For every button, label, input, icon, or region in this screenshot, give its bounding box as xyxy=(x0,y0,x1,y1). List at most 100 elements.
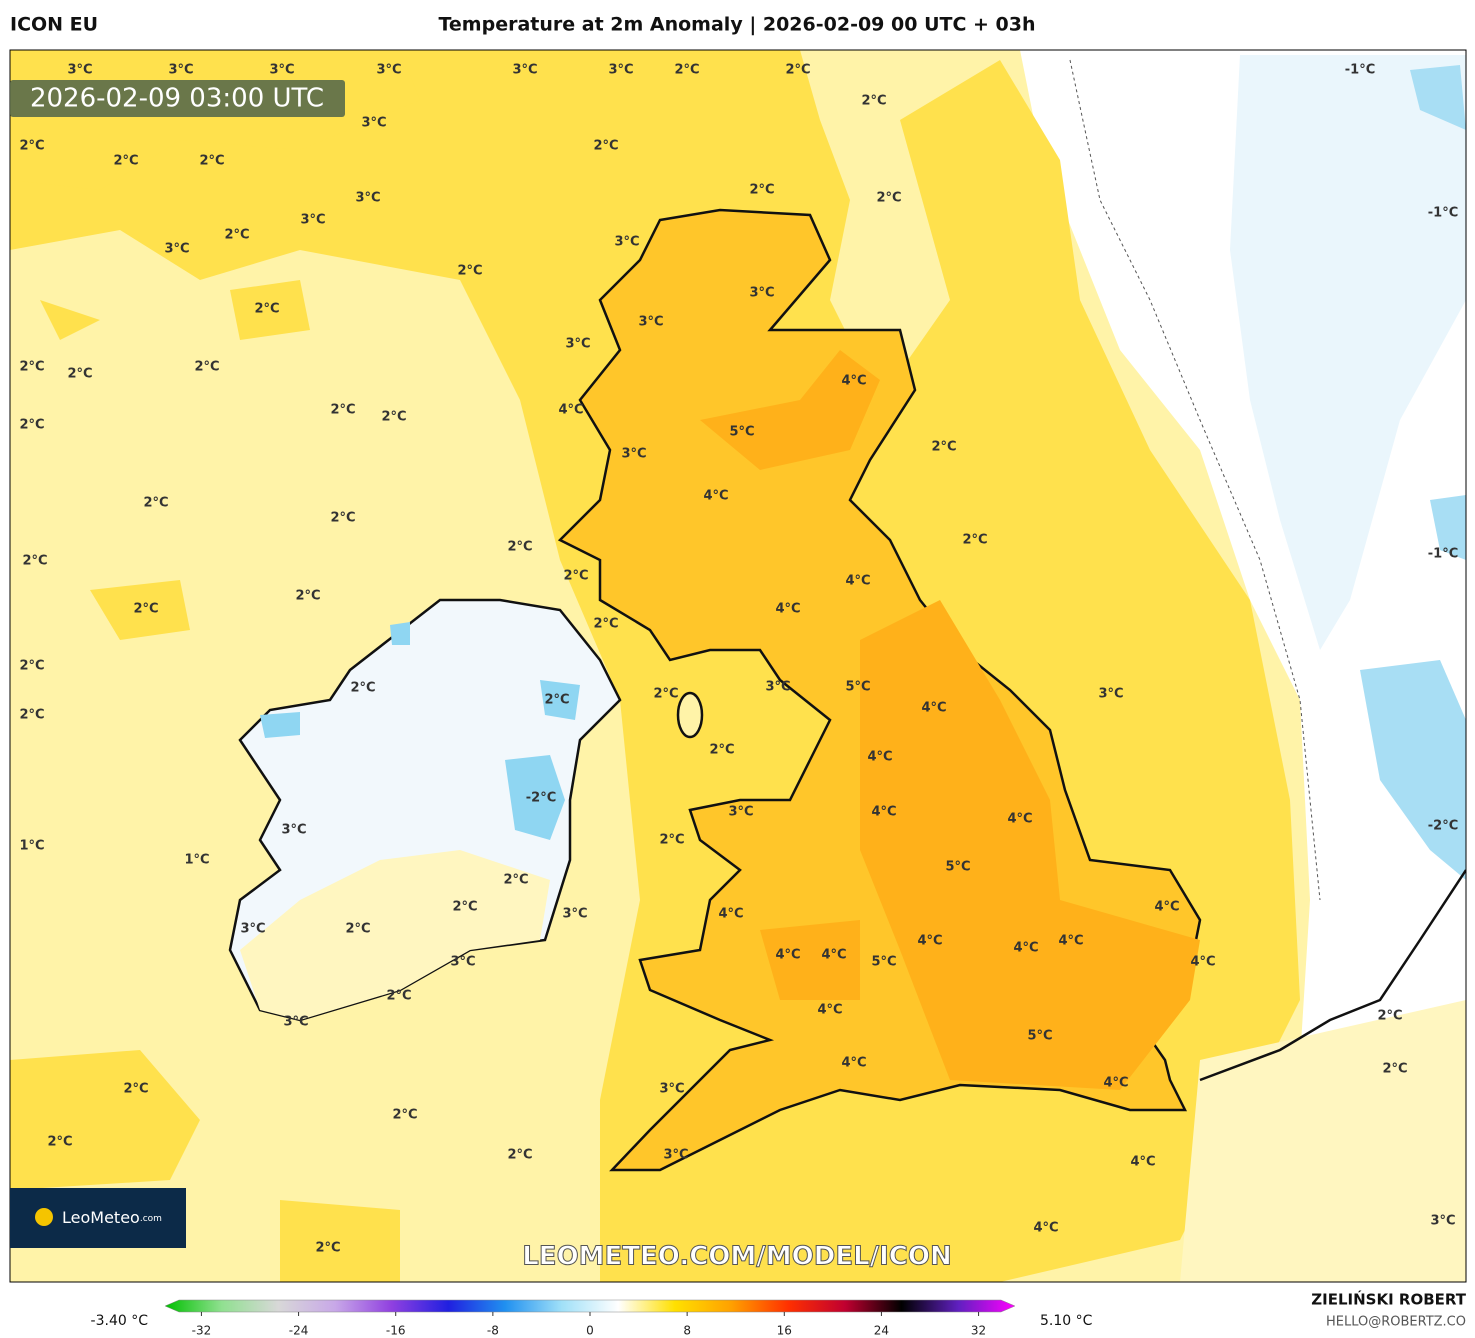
map-label: 4°C xyxy=(1033,1221,1058,1236)
map-label: 2°C xyxy=(785,63,810,78)
map-label: 2°C xyxy=(19,360,44,375)
map-label: 2°C xyxy=(962,533,987,548)
map-label: 3°C xyxy=(512,63,537,78)
map-label: 2°C xyxy=(507,540,532,555)
map-label: -2°C xyxy=(526,791,556,806)
valid-time: 2026-02-09 03:00 UTC xyxy=(30,84,324,114)
map-label: 5°C xyxy=(729,425,754,440)
colorbar-tick-label: -24 xyxy=(289,1324,309,1338)
watermark: LEOMETEO.COM/MODEL/ICON xyxy=(522,1242,952,1272)
map-label: 2°C xyxy=(861,94,886,109)
map-label: 2°C xyxy=(386,989,411,1004)
map-label: 3°C xyxy=(614,235,639,250)
map-label: 2°C xyxy=(19,708,44,723)
map-label: 4°C xyxy=(1130,1155,1155,1170)
map-label: 4°C xyxy=(921,701,946,716)
map-label: 3°C xyxy=(659,1082,684,1097)
cool-area xyxy=(1360,660,1466,880)
map-label: 2°C xyxy=(1382,1062,1407,1077)
map-label: 2°C xyxy=(544,693,569,708)
map-label: 4°C xyxy=(845,574,870,589)
colorbar-tick-label: 32 xyxy=(971,1324,986,1338)
colorbar-tick-label: -8 xyxy=(487,1324,499,1338)
colorbar-tick-label: 16 xyxy=(777,1324,792,1338)
map-label: 2°C xyxy=(113,154,138,169)
map-label: 2°C xyxy=(392,1108,417,1123)
warm-area xyxy=(240,850,550,1020)
map-labels: 3°C 3°C 3°C 3°C 3°C 3°C 2°C 2°C -1°C 3°C 2°C 2°C 2°C… xyxy=(19,63,1458,1256)
map-label: 2°C xyxy=(22,554,47,569)
map-label: 4°C xyxy=(841,1056,866,1071)
map-label: 2°C xyxy=(295,589,320,604)
map-label: 2°C xyxy=(19,659,44,674)
map-label: 3°C xyxy=(164,242,189,257)
map-label: 3°C xyxy=(765,680,790,695)
map-label: 4°C xyxy=(1013,941,1038,956)
map-title: Temperature at 2m Anomaly | 2026-02-09 0… xyxy=(438,14,1035,36)
map-label: 2°C xyxy=(194,360,219,375)
map-frame xyxy=(9,49,1467,1283)
map-label: 3°C xyxy=(728,805,753,820)
map-label: 1°C xyxy=(19,839,44,854)
map-label: 2°C xyxy=(19,139,44,154)
map-label: 3°C xyxy=(376,63,401,78)
map-label: 2°C xyxy=(593,617,618,632)
map-label: 2°C xyxy=(133,602,158,617)
colorbar-scale xyxy=(164,1299,1016,1313)
land-area xyxy=(1180,1000,1466,1282)
map-label: 3°C xyxy=(621,447,646,462)
map-label: -1°C xyxy=(1345,63,1375,78)
logo-sun xyxy=(35,1208,53,1226)
map-label: -2°C xyxy=(1428,819,1458,834)
time-box xyxy=(10,80,345,117)
map-label: 3°C xyxy=(240,922,265,937)
map-label: 4°C xyxy=(1190,955,1215,970)
map-label: 2°C xyxy=(224,228,249,243)
map-label: 4°C xyxy=(1154,900,1179,915)
map-label: 5°C xyxy=(1027,1029,1052,1044)
cold-area xyxy=(260,622,580,840)
map-label: 4°C xyxy=(703,489,728,504)
email: HELLO@ROBERTZ.CO xyxy=(1326,1315,1466,1330)
cool-area xyxy=(1230,55,1466,650)
map-label: 3°C xyxy=(361,116,386,131)
map-label: 3°C xyxy=(608,63,633,78)
warmest-area xyxy=(700,350,1200,1090)
map-label: 4°C xyxy=(867,750,892,765)
map-label: 3°C xyxy=(283,1015,308,1030)
map-label: 4°C xyxy=(871,805,896,820)
colorbar-min: -3.40 °C xyxy=(91,1313,149,1329)
map-label: 2°C xyxy=(330,403,355,418)
map-label: 4°C xyxy=(775,602,800,617)
map-label: 2°C xyxy=(350,681,375,696)
map-label: 2°C xyxy=(593,139,618,154)
map-label: 4°C xyxy=(917,934,942,949)
map-label: 4°C xyxy=(718,907,743,922)
map-label: 2°C xyxy=(67,367,92,382)
map-label: 2°C xyxy=(749,183,774,198)
map-label: 3°C xyxy=(638,315,663,330)
warm-area xyxy=(10,50,420,1282)
map-label: 3°C xyxy=(565,337,590,352)
map-label: 3°C xyxy=(281,823,306,838)
map-label: 4°C xyxy=(1007,812,1032,827)
map-label: 2°C xyxy=(330,511,355,526)
map-label: 4°C xyxy=(841,374,866,389)
map-label: 2°C xyxy=(503,873,528,888)
map-label: 5°C xyxy=(945,860,970,875)
map-label: 2°C xyxy=(123,1082,148,1097)
map-label: 2°C xyxy=(254,302,279,317)
logo-suffix: .com xyxy=(140,1214,162,1224)
map-label: 2°C xyxy=(457,264,482,279)
model-name: ICON EU xyxy=(10,14,98,36)
map-label: 4°C xyxy=(817,1003,842,1018)
map-label: 4°C xyxy=(558,403,583,418)
map-label: 5°C xyxy=(871,955,896,970)
map-label: 3°C xyxy=(355,191,380,206)
map-label: 2°C xyxy=(659,833,684,848)
map-label: 3°C xyxy=(663,1148,688,1163)
colorbar: -32 -24 -16 -8 0 8 16 24 32 xyxy=(164,1299,1016,1338)
map-label: 2°C xyxy=(674,63,699,78)
map-label: 2°C xyxy=(345,922,370,937)
